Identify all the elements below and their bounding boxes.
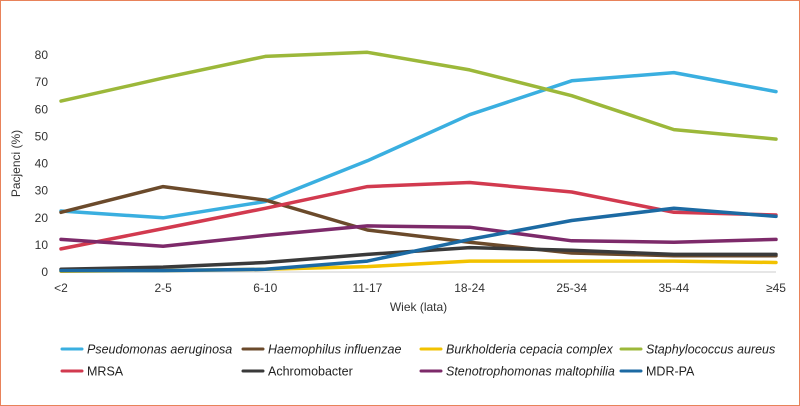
x-tick-label: 35-44 xyxy=(659,281,690,295)
series-lines xyxy=(59,50,778,273)
x-tick-label: 11-17 xyxy=(353,281,383,295)
series-line xyxy=(59,70,778,220)
x-tick-label: ≥45 xyxy=(766,281,786,295)
y-tick-label: 50 xyxy=(35,129,49,143)
legend-label: Achromobacter xyxy=(268,365,353,379)
x-tick-label: 2-5 xyxy=(154,281,172,295)
x-axis: <2 2-5 6-10 11-17 18-24 25-34 35-44 ≥45 xyxy=(54,271,786,295)
y-tick-label: 30 xyxy=(35,184,49,198)
y-tick-label: 80 xyxy=(35,48,49,62)
series-line xyxy=(59,206,778,273)
x-axis-title: Wiek (lata) xyxy=(390,300,447,314)
y-tick-label: 70 xyxy=(35,75,49,89)
legend-label: Burkholderia cepacia complex xyxy=(446,343,614,357)
y-tick-label: 0 xyxy=(41,265,48,279)
legend-label: Haemophilus influenzae xyxy=(268,343,401,357)
x-tick-label: <2 xyxy=(54,281,68,295)
x-tick-label: 18-24 xyxy=(454,281,485,295)
y-tick-label: 60 xyxy=(35,102,49,116)
legend-label: MRSA xyxy=(87,365,124,379)
y-axis: 0 10 20 30 40 50 60 70 80 xyxy=(35,48,49,279)
legend-label: MDR-PA xyxy=(646,365,695,379)
y-tick-label: 40 xyxy=(35,157,49,171)
series-line xyxy=(59,50,778,141)
legend-label: Staphylococcus aureus xyxy=(646,343,775,357)
x-tick-label: 6-10 xyxy=(253,281,277,295)
y-tick-label: 20 xyxy=(35,211,49,225)
series-line xyxy=(59,224,778,248)
legend-label: Stenotrophomonas maltophilia xyxy=(446,365,615,379)
legend-label: Pseudomonas aeruginosa xyxy=(87,343,232,357)
legend: Pseudomonas aeruginosa Haemophilus influe… xyxy=(60,343,775,379)
x-tick-label: 25-34 xyxy=(556,281,587,295)
y-axis-title: Pacjenci (%) xyxy=(9,130,23,197)
y-tick-label: 10 xyxy=(35,238,49,252)
